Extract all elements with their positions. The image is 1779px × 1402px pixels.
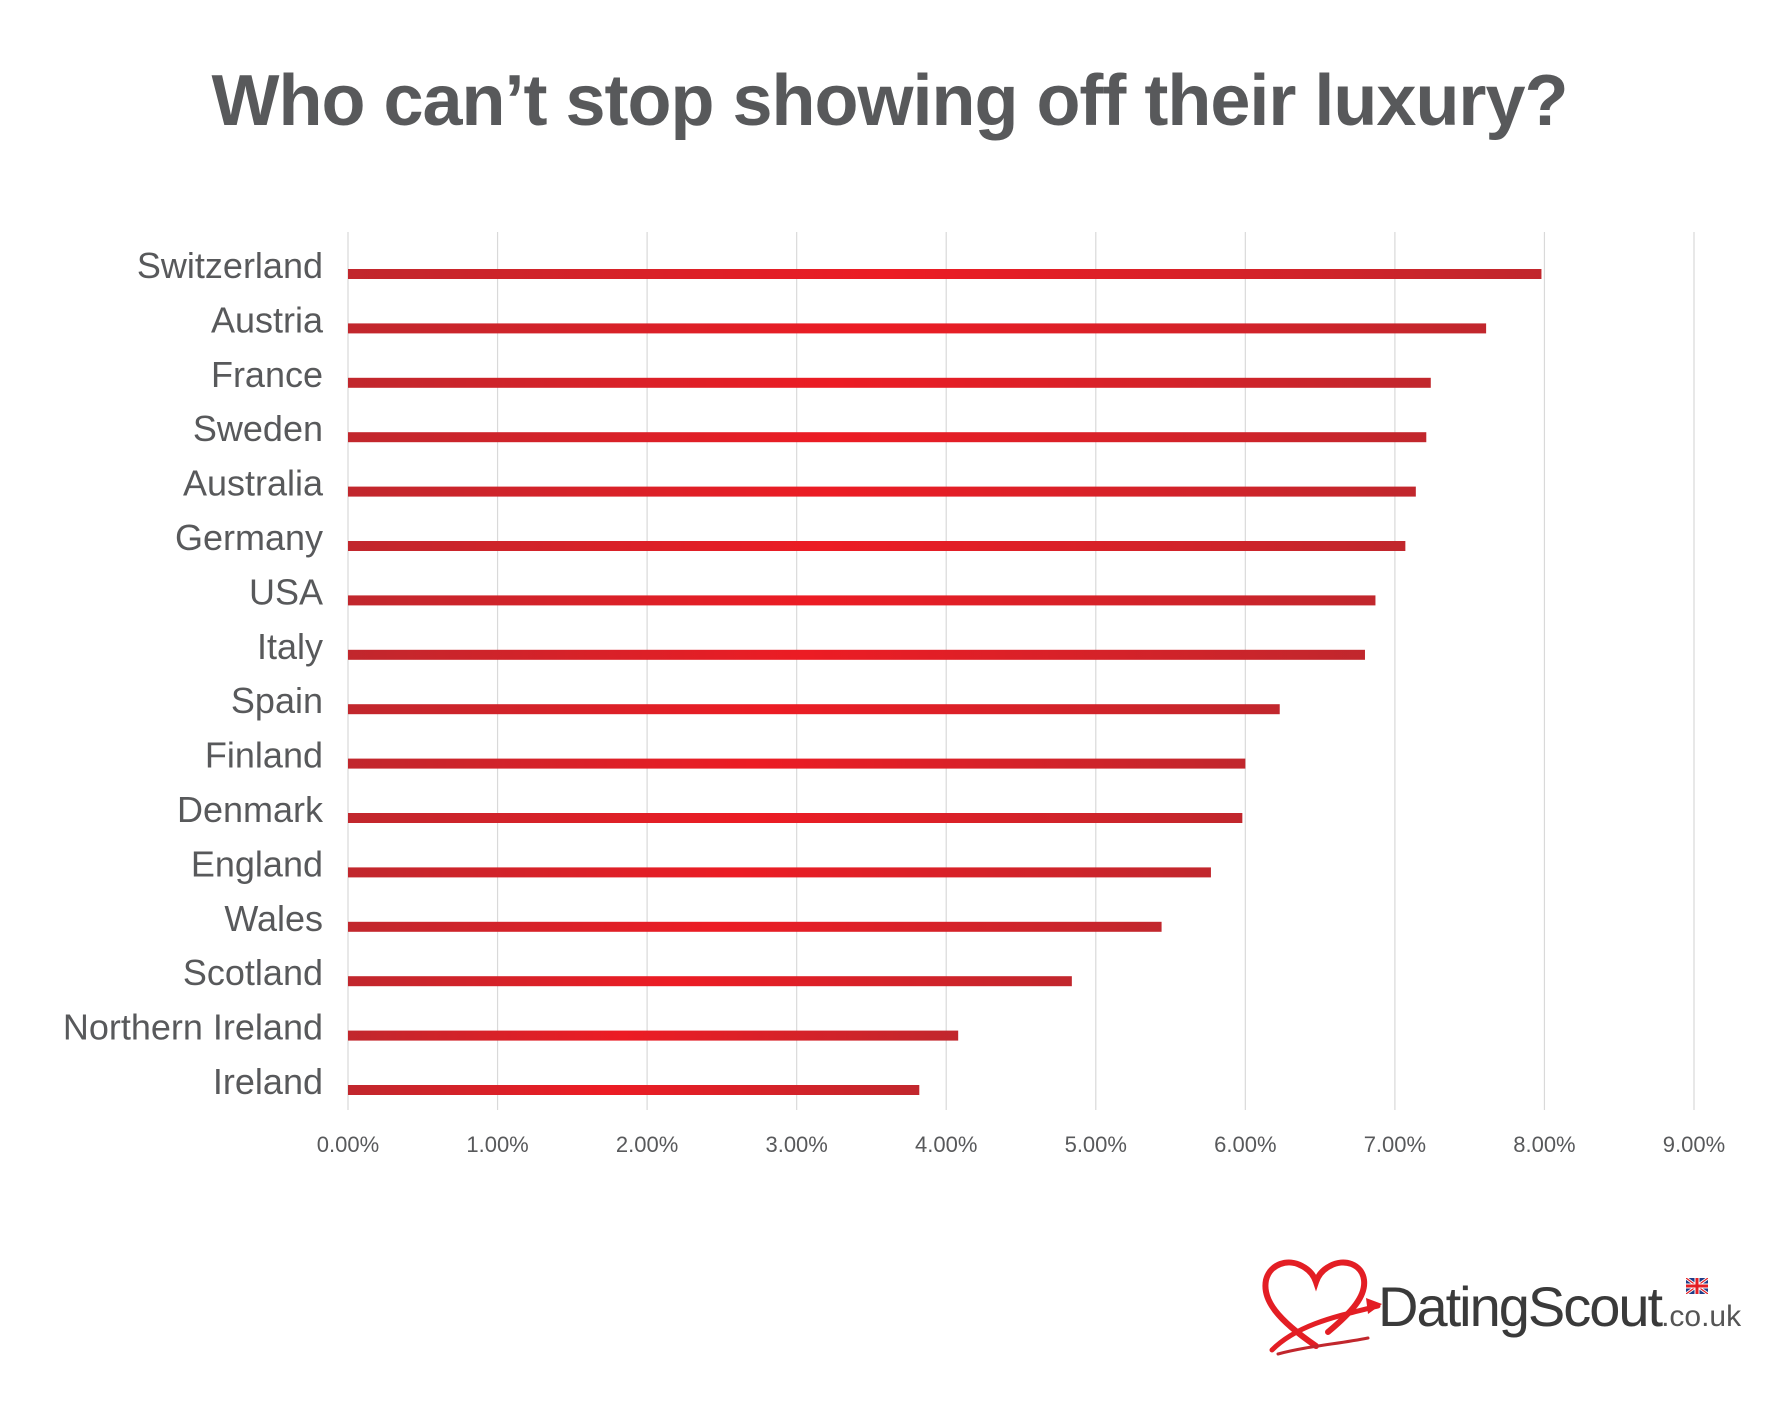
x-tick-labels: 0.00% 1.00% 2.00% 3.00% 4.00% 5.00% 6.00% 7.00%… <box>317 1132 1725 1157</box>
x-tick-label: 1.00% <box>466 1132 528 1157</box>
category-label: Finland <box>205 735 323 776</box>
category-label: Ireland <box>213 1061 323 1102</box>
bar <box>348 704 1280 715</box>
bar <box>348 1030 959 1041</box>
bar <box>348 976 1072 987</box>
x-tick-label: 7.00% <box>1364 1132 1426 1157</box>
category-label: England <box>191 843 323 884</box>
bar <box>348 377 1431 388</box>
category-label: Northern Ireland <box>63 1007 323 1048</box>
bar <box>348 323 1487 334</box>
category-label: Switzerland <box>137 245 323 286</box>
bar <box>348 595 1376 606</box>
category-label: Austria <box>211 299 324 340</box>
category-label: Spain <box>231 680 323 721</box>
category-label: Italy <box>257 626 323 667</box>
bar <box>348 269 1542 279</box>
category-label: France <box>211 354 323 395</box>
brand-domain: .co.uk <box>1661 1300 1742 1333</box>
bar <box>348 541 1406 551</box>
brand-logo: DatingScout.co.uk <box>1258 1254 1741 1364</box>
x-tick-label: 8.00% <box>1513 1132 1575 1157</box>
chart-title: Who can’t stop showing off their luxury? <box>211 61 1569 141</box>
category-label: Sweden <box>193 408 323 449</box>
bar <box>348 867 1211 878</box>
brand-wordmark: DatingScout.co.uk <box>1378 1274 1741 1339</box>
x-tick-label: 9.00% <box>1663 1132 1725 1157</box>
x-tick-label: 2.00% <box>616 1132 678 1157</box>
bar <box>348 813 1243 823</box>
bar <box>348 1085 920 1095</box>
brand-name: DatingScout <box>1378 1275 1663 1338</box>
x-tick-label: 4.00% <box>915 1132 977 1157</box>
bar <box>348 758 1246 769</box>
category-label: Denmark <box>177 789 324 830</box>
category-label: Germany <box>175 517 323 558</box>
bar <box>348 649 1365 660</box>
uk-flag-icon <box>1686 1278 1708 1294</box>
bar <box>348 432 1427 443</box>
category-label: Australia <box>183 463 324 504</box>
x-tick-label: 5.00% <box>1065 1132 1127 1157</box>
category-label: Scotland <box>183 952 323 993</box>
category-labels: Switzerland Austria France Sweden Australia G… <box>63 245 324 1102</box>
bar <box>348 921 1162 932</box>
category-label: USA <box>249 571 323 612</box>
x-tick-label: 3.00% <box>765 1132 827 1157</box>
category-label: Wales <box>224 898 323 939</box>
bars <box>348 269 1542 1095</box>
x-tick-label: 6.00% <box>1214 1132 1276 1157</box>
bar <box>348 486 1416 497</box>
heart-arrow-icon <box>1262 1259 1382 1356</box>
x-tick-label: 0.00% <box>317 1132 379 1157</box>
